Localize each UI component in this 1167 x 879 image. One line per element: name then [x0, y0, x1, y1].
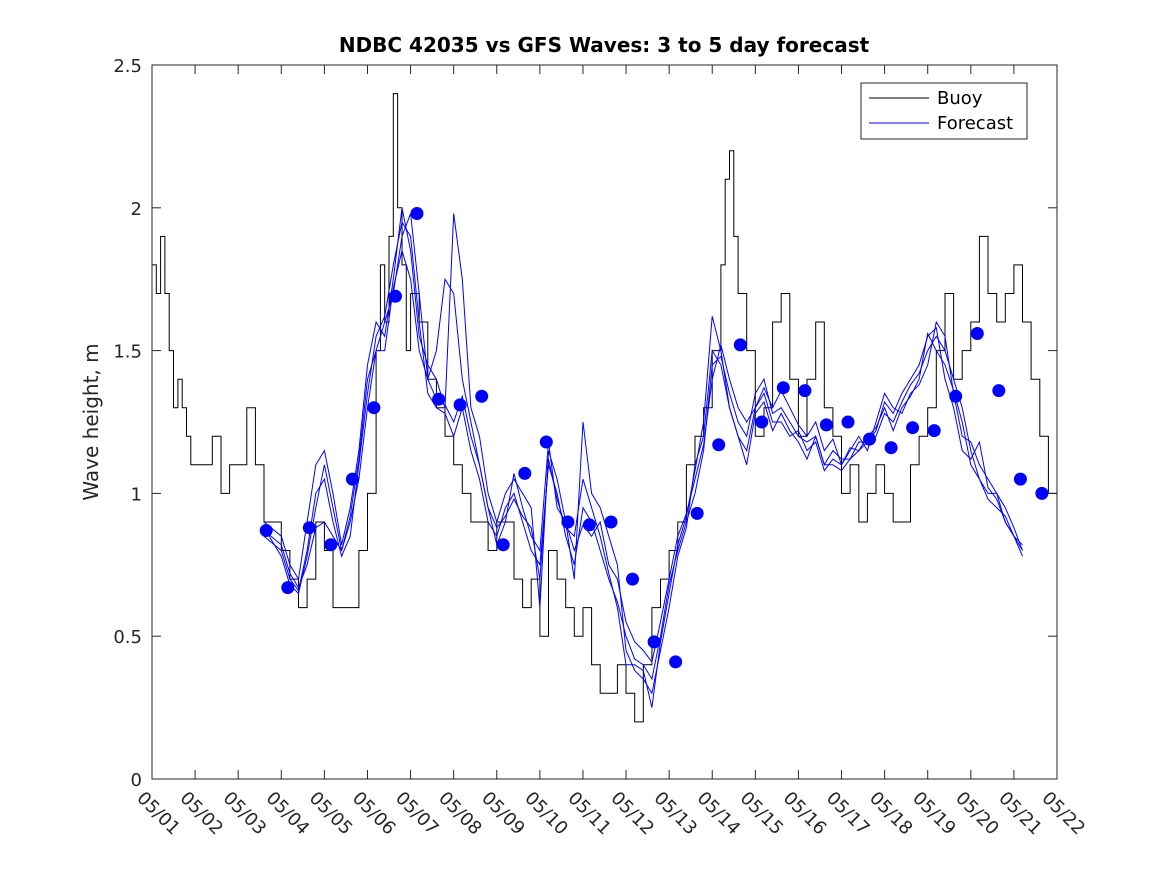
x-tick-label: 05/21: [994, 788, 1046, 840]
forecast-marker: [669, 655, 683, 669]
x-tick-label: 05/10: [520, 788, 572, 840]
x-tick-label: 05/22: [1037, 788, 1089, 840]
x-tick-label: 05/09: [477, 788, 529, 840]
forecast-marker: [259, 524, 273, 537]
forecast-line-1: [263, 213, 1023, 664]
forecast-marker: [367, 401, 381, 415]
y-tick-label: 1.5: [113, 342, 142, 363]
x-tick-label: 05/17: [822, 788, 874, 840]
forecast-markers: [259, 207, 1049, 669]
forecast-marker: [302, 521, 316, 535]
x-tick-label: 05/03: [219, 788, 271, 840]
x-tick-label: 05/19: [908, 788, 960, 840]
forecast-marker: [970, 327, 984, 340]
x-tick-label: 05/14: [693, 788, 745, 840]
forecast-marker: [539, 435, 553, 449]
x-tick-label: 05/08: [434, 788, 486, 840]
forecast-marker: [733, 338, 747, 352]
forecast-marker: [992, 384, 1006, 398]
forecast-line-3: [263, 207, 1023, 695]
x-tick-label: 05/12: [606, 788, 658, 840]
x-tick-label: 05/18: [865, 788, 917, 840]
forecast-marker: [582, 518, 596, 532]
x-tick-label: 05/07: [391, 788, 443, 840]
forecast-marker: [712, 438, 726, 452]
forecast-marker: [410, 207, 424, 220]
forecast-marker: [518, 466, 532, 480]
forecast-line-4: [263, 248, 1023, 708]
forecast-marker: [453, 398, 467, 412]
forecast-marker: [432, 392, 446, 406]
x-tick-label: 05/01: [132, 788, 184, 840]
forecast-marker: [798, 384, 812, 398]
y-tick-label: 2.5: [113, 56, 142, 77]
legend-box: [860, 82, 1028, 140]
forecast-marker: [389, 289, 402, 303]
x-tick-label: 05/11: [563, 788, 615, 840]
x-tick-label: 05/16: [779, 788, 831, 840]
chart-title: NDBC 42035 vs GFS Waves: 3 to 5 day fore…: [339, 33, 870, 57]
forecast-marker: [1035, 486, 1049, 500]
forecast-marker: [949, 389, 963, 403]
forecast-marker: [1013, 472, 1027, 486]
x-tick-label: 05/02: [176, 788, 228, 840]
forecast-marker: [626, 572, 639, 586]
plot-area: [152, 65, 1057, 779]
forecast-marker: [863, 432, 876, 446]
legend-buoy-label: Buoy: [937, 88, 983, 109]
x-tick-label: 05/05: [305, 788, 357, 840]
forecast-marker: [819, 418, 833, 432]
forecast-marker: [647, 635, 661, 649]
forecast-marker: [884, 441, 898, 455]
y-axis-label: Wave height, m: [79, 343, 103, 500]
buoy-line: [152, 93, 1058, 723]
data-lines: [152, 93, 1058, 723]
x-tick-label: 05/13: [650, 788, 702, 840]
forecast-marker: [604, 515, 618, 529]
y-tick-label: 0: [131, 770, 142, 791]
forecast-marker: [841, 415, 855, 429]
forecast-marker: [324, 538, 338, 552]
forecast-marker: [475, 389, 489, 403]
forecast-marker: [690, 506, 704, 520]
forecast-marker: [776, 381, 790, 395]
forecast-marker: [561, 515, 575, 529]
x-tick-label: 05/20: [951, 788, 1003, 840]
x-tick-label: 05/15: [736, 788, 788, 840]
y-tick-label: 1: [131, 484, 142, 505]
y-tick-label: 0.5: [113, 627, 142, 648]
y-tick-label: 2: [131, 199, 142, 220]
x-tick-label: 05/04: [262, 788, 314, 840]
x-tick-label: 05/06: [348, 788, 400, 840]
forecast-marker: [345, 472, 359, 486]
axes-box: [151, 64, 1058, 780]
legend: Buoy Forecast: [860, 82, 1028, 140]
forecast-marker: [755, 415, 769, 429]
forecast-marker: [496, 538, 510, 552]
legend-forecast-label: Forecast: [937, 113, 1013, 134]
forecast-marker: [906, 421, 920, 435]
forecast-marker: [281, 581, 295, 595]
forecast-marker: [927, 424, 941, 438]
